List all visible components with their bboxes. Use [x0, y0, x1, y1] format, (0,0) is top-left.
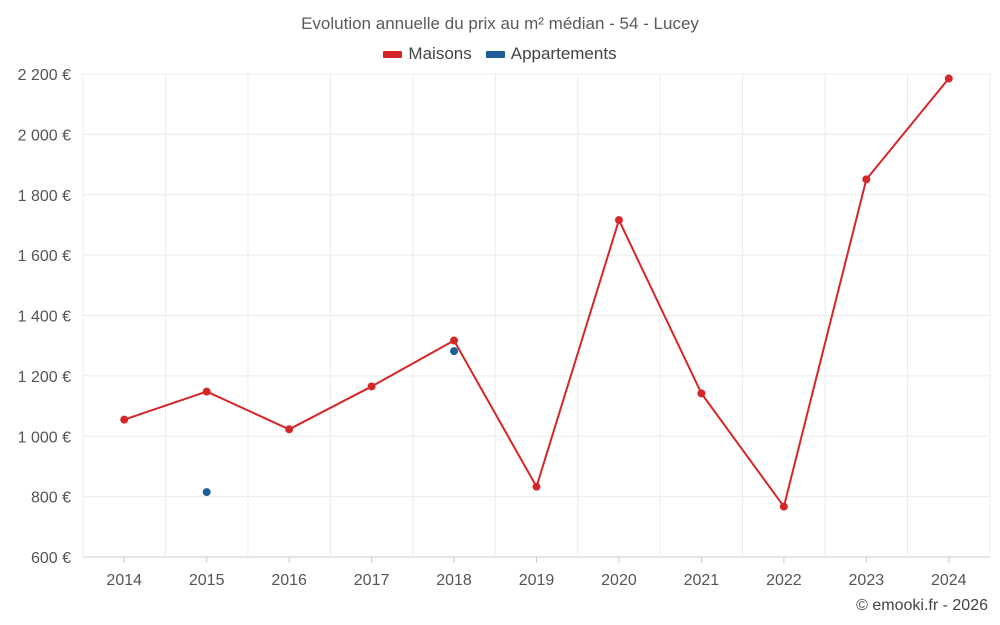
legend-item-maisons[interactable]: Maisons [383, 44, 472, 64]
legend-label-maisons: Maisons [408, 44, 472, 63]
x-tick-label: 2022 [766, 572, 802, 589]
y-tick-label: 1 800 € [18, 188, 71, 205]
y-tick-label: 600 € [31, 550, 71, 567]
x-tick-label: 2024 [931, 572, 967, 589]
data-point-maisons-2017[interactable] [367, 382, 376, 391]
data-point-maisons-2015[interactable] [202, 387, 211, 396]
y-tick-label: 2 000 € [18, 127, 71, 144]
data-point-maisons-2021[interactable] [697, 389, 706, 398]
legend-item-appartements[interactable]: Appartements [485, 44, 617, 64]
y-tick-label: 800 € [31, 490, 71, 507]
data-point-appartements-2018[interactable] [450, 347, 459, 356]
data-point-maisons-2020[interactable] [614, 216, 623, 225]
data-point-maisons-2023[interactable] [862, 175, 871, 184]
data-point-maisons-2022[interactable] [779, 502, 788, 511]
x-tick-label: 2017 [354, 572, 390, 589]
y-tick-label: 1 000 € [18, 429, 71, 446]
data-point-maisons-2016[interactable] [285, 425, 294, 434]
x-tick-label: 2023 [849, 572, 885, 589]
x-tick-label: 2020 [601, 572, 637, 589]
y-tick-label: 1 400 € [18, 309, 71, 326]
legend-label-appartements: Appartements [510, 44, 617, 63]
legend-swatch-maisons [383, 50, 403, 58]
data-point-maisons-2018[interactable] [450, 336, 459, 345]
data-point-maisons-2019[interactable] [532, 482, 541, 491]
x-tick-label: 2015 [189, 572, 225, 589]
x-tick-label: 2019 [519, 572, 555, 589]
x-tick-label: 2014 [106, 572, 142, 589]
x-tick-label: 2018 [436, 572, 472, 589]
y-tick-label: 2 200 € [18, 67, 71, 84]
credit-text: © emooki.fr - 2026 [856, 597, 988, 614]
x-tick-label: 2016 [271, 572, 307, 589]
legend-swatch-appartements [485, 50, 505, 58]
data-point-maisons-2024[interactable] [944, 74, 953, 83]
x-tick-label: 2021 [684, 572, 720, 589]
data-point-maisons-2014[interactable] [120, 415, 129, 424]
legend: Maisons Appartements [0, 44, 1000, 64]
chart-title: Evolution annuelle du prix au m² médian … [301, 14, 699, 33]
y-tick-label: 1 600 € [18, 248, 71, 265]
y-tick-label: 1 200 € [18, 369, 71, 386]
data-point-appartements-2015[interactable] [202, 488, 211, 497]
